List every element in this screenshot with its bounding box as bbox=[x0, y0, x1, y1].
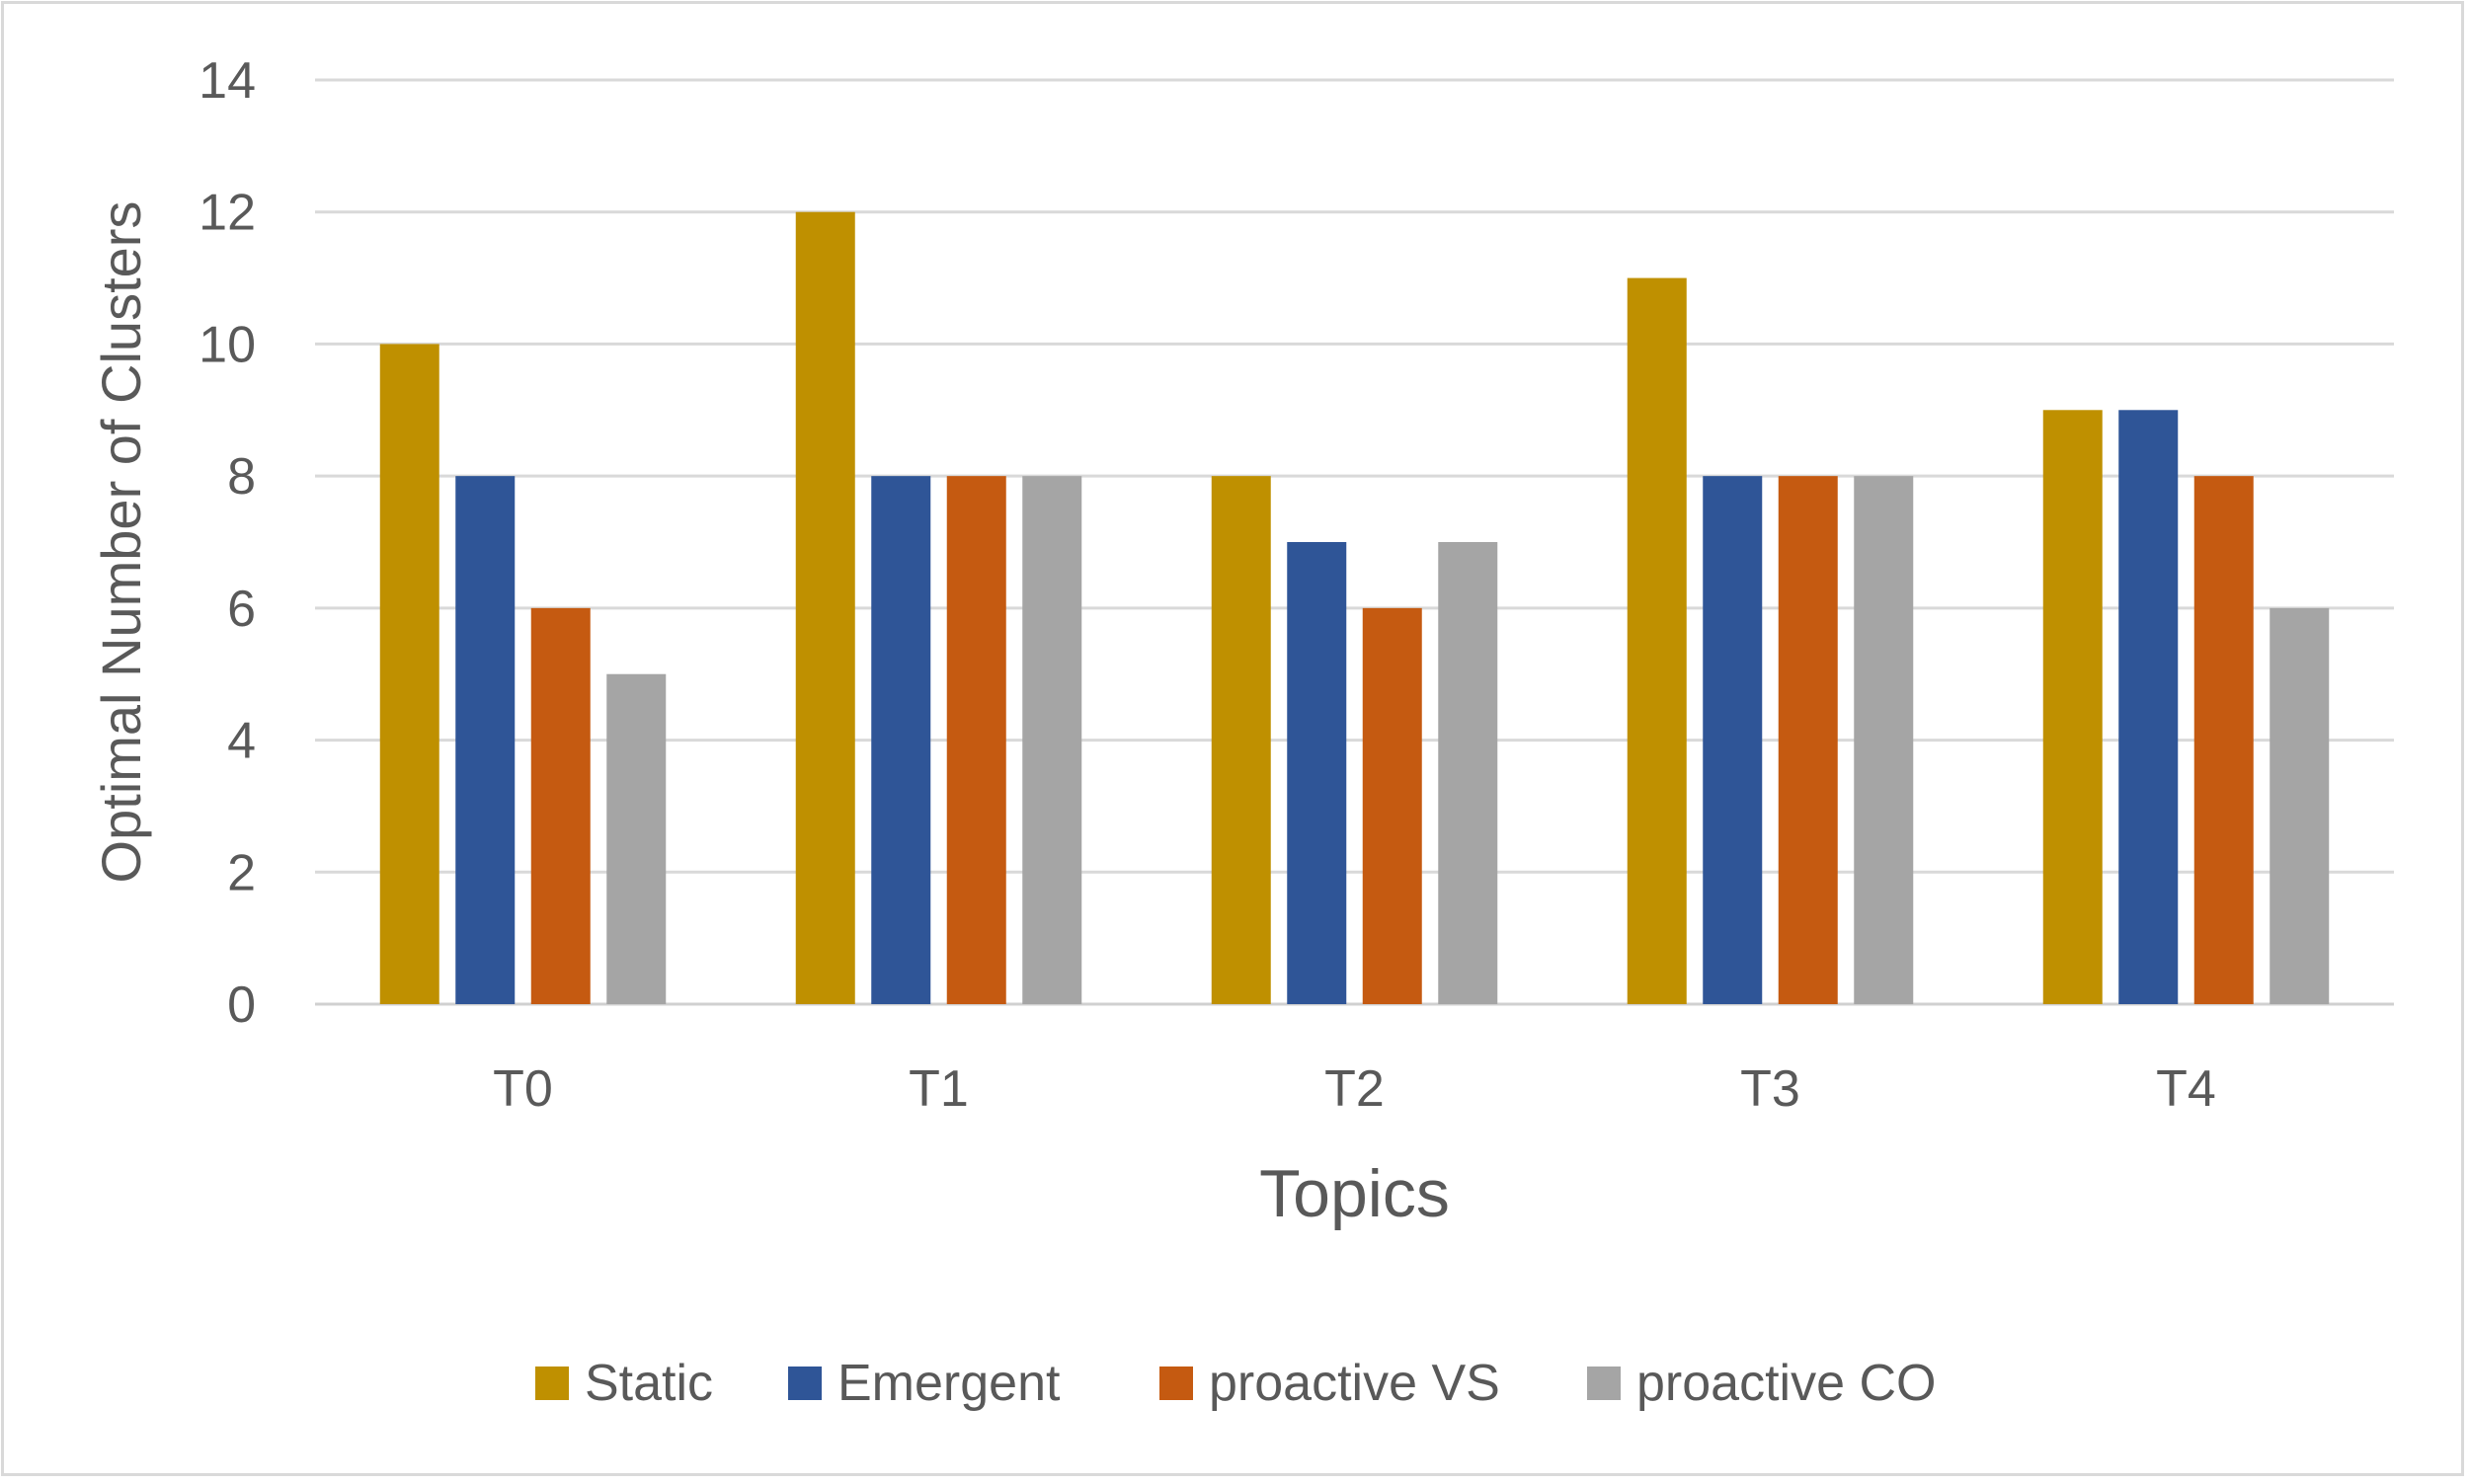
bar-static-t4 bbox=[2042, 410, 2103, 1004]
x-tick-label: T3 bbox=[1740, 1060, 1800, 1118]
y-tick-label: 12 bbox=[199, 185, 256, 242]
legend-item: Static bbox=[535, 1355, 713, 1412]
bar-static-t2 bbox=[1211, 476, 1271, 1005]
legend-label: proactive VS bbox=[1209, 1355, 1500, 1412]
y-tick-label: 14 bbox=[199, 52, 256, 110]
legend-swatch bbox=[788, 1367, 822, 1400]
y-axis-label: Optimal Number of Clusters bbox=[90, 201, 152, 884]
bar-proactive-co-t1 bbox=[1022, 476, 1082, 1005]
legend-label: proactive CO bbox=[1636, 1355, 1936, 1412]
bar-emergent-t1 bbox=[871, 476, 931, 1005]
y-tick-label: 0 bbox=[227, 976, 256, 1034]
bar-emergent-t4 bbox=[2118, 410, 2179, 1004]
legend-swatch bbox=[1587, 1367, 1621, 1400]
bar-proactive-vs-t1 bbox=[946, 476, 1006, 1005]
y-tick-label: 10 bbox=[199, 316, 256, 373]
bar-emergent-t0 bbox=[455, 476, 516, 1005]
legend-item: Emergent bbox=[788, 1355, 1061, 1412]
legend-item: proactive VS bbox=[1159, 1355, 1500, 1412]
legend-item: proactive CO bbox=[1587, 1355, 1936, 1412]
legend-label: Emergent bbox=[837, 1355, 1061, 1412]
bar-emergent-t2 bbox=[1287, 542, 1347, 1004]
x-tick-label: T1 bbox=[909, 1060, 969, 1118]
legend-swatch bbox=[1159, 1367, 1193, 1400]
bar-proactive-co-t0 bbox=[606, 673, 667, 1004]
y-tick-label: 6 bbox=[227, 581, 256, 638]
x-axis-label: Topics bbox=[1259, 1156, 1450, 1231]
bar-static-t3 bbox=[1627, 277, 1687, 1005]
x-tick-label: T2 bbox=[1324, 1060, 1385, 1118]
bar-proactive-vs-t4 bbox=[2193, 476, 2254, 1005]
bar-proactive-co-t4 bbox=[2270, 607, 2330, 1004]
bars bbox=[379, 211, 2330, 1005]
bar-static-t0 bbox=[379, 344, 439, 1004]
bar-proactive-vs-t2 bbox=[1362, 607, 1422, 1004]
bar-static-t1 bbox=[795, 211, 855, 1004]
y-tick-label: 2 bbox=[227, 844, 256, 901]
x-tick-label: T0 bbox=[493, 1060, 553, 1118]
legend-label: Static bbox=[585, 1355, 713, 1412]
x-tick-label: T4 bbox=[2156, 1060, 2216, 1118]
bar-proactive-co-t2 bbox=[1438, 542, 1498, 1004]
bar-emergent-t3 bbox=[1703, 476, 1763, 1005]
y-tick-label: 4 bbox=[227, 713, 256, 770]
bar-proactive-vs-t0 bbox=[530, 607, 591, 1004]
x-axis-ticks: T0 T1 T2 T3 T4 bbox=[493, 1060, 2216, 1118]
y-tick-label: 8 bbox=[227, 448, 256, 506]
bar-proactive-vs-t3 bbox=[1778, 476, 1838, 1005]
y-axis-ticks: 0 2 4 6 8 10 12 14 bbox=[199, 52, 256, 1034]
bar-proactive-co-t3 bbox=[1854, 476, 1914, 1005]
legend: Static Emergent proactive VS proactive CO bbox=[535, 1355, 1936, 1412]
legend-swatch bbox=[535, 1367, 569, 1400]
bar-chart: 0 2 4 6 8 10 12 14 T0 T1 T2 T3 T4 Optimal Number of… bbox=[90, 52, 2394, 1412]
